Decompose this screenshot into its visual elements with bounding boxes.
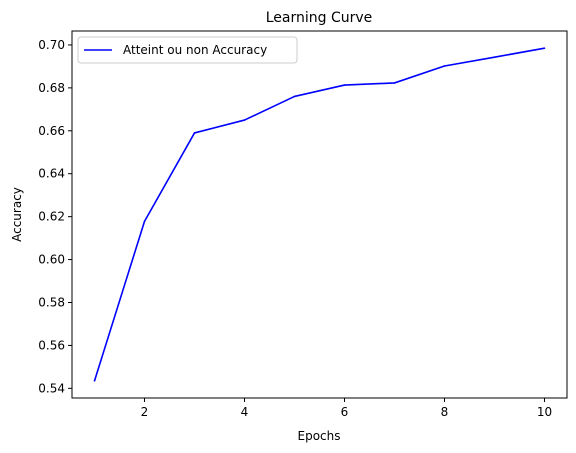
data-point	[294, 96, 296, 98]
x-tick-label: 10	[537, 405, 552, 419]
data-point	[94, 380, 96, 382]
y-tick-label: 0.62	[38, 210, 65, 224]
y-tick-label: 0.56	[38, 338, 65, 352]
data-point	[544, 47, 546, 49]
y-tick-label: 0.60	[38, 253, 65, 267]
y-tick-label: 0.68	[38, 81, 65, 95]
y-tick-label: 0.64	[38, 167, 65, 181]
data-point	[394, 82, 396, 84]
y-axis-label: Accuracy	[10, 187, 24, 242]
x-tick-label: 6	[341, 405, 349, 419]
y-tick-label: 0.58	[38, 295, 65, 309]
y-tick-label: 0.66	[38, 124, 65, 138]
data-point	[344, 84, 346, 86]
data-point	[144, 221, 146, 223]
y-tick-label: 0.54	[38, 381, 65, 395]
data-point	[244, 119, 246, 121]
x-tick-label: 2	[141, 405, 149, 419]
chart-title: Learning Curve	[266, 10, 373, 26]
x-axis-label: Epochs	[298, 429, 341, 443]
data-point	[444, 65, 446, 67]
legend: Atteint ou non Accuracy	[78, 37, 297, 63]
legend-label: Atteint ou non Accuracy	[123, 43, 267, 57]
y-tick-label: 0.70	[38, 38, 65, 52]
data-point	[494, 56, 496, 58]
x-tick-label: 4	[241, 405, 249, 419]
x-tick-label: 8	[441, 405, 449, 419]
data-point	[194, 132, 196, 134]
